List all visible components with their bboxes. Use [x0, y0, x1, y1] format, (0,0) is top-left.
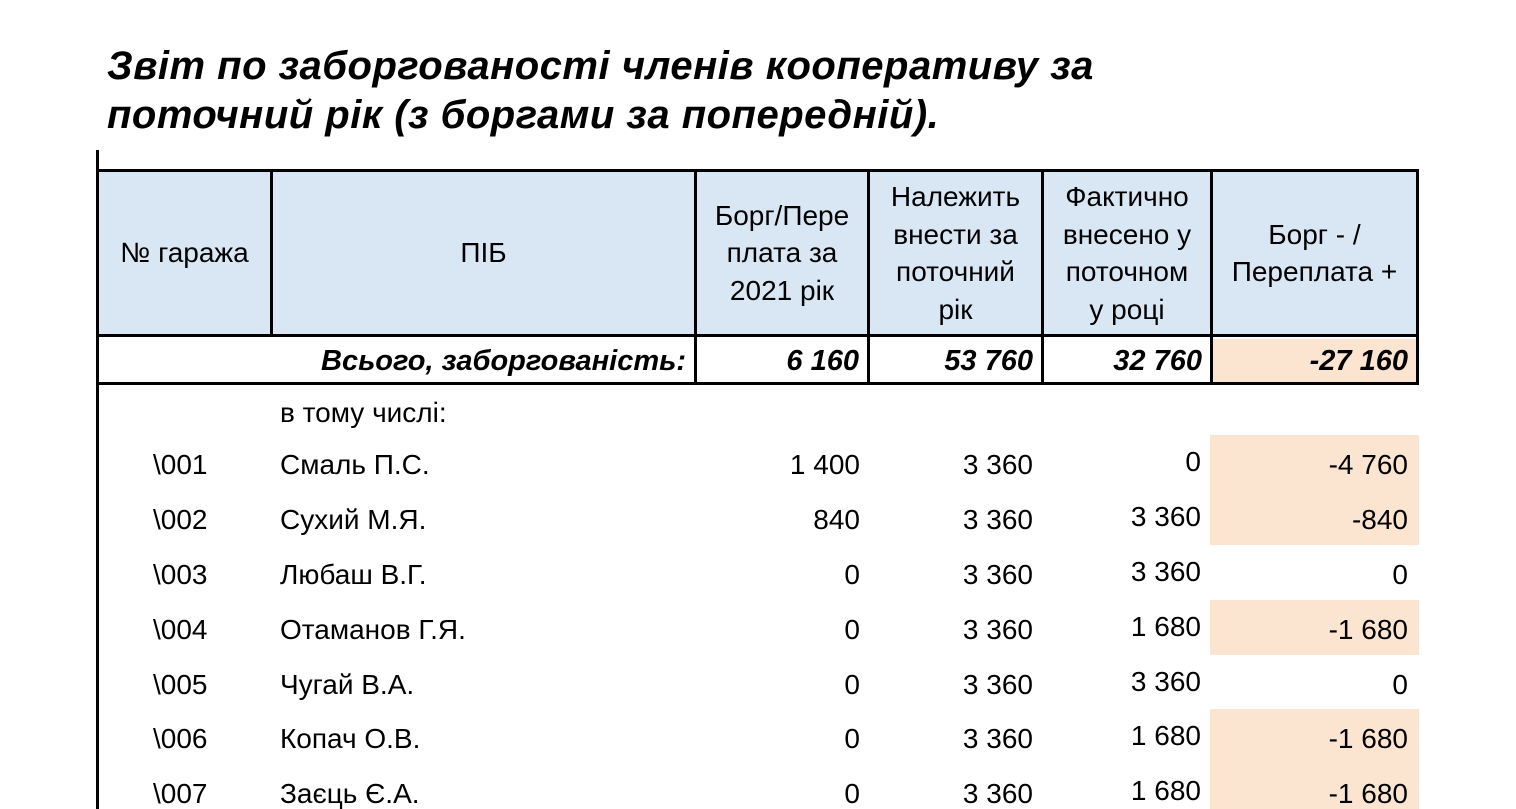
header-prev-year: Борг/Пере плата за 2021 рік	[697, 170, 867, 336]
header-prev-line: 2021 рік	[729, 274, 835, 306]
prev-year-value: 0	[844, 614, 860, 645]
balance-value: -1 680	[1328, 723, 1408, 754]
balance-value: -4 760	[1328, 449, 1408, 480]
balance-value: 0	[1392, 669, 1408, 700]
totals-balance-value: -27 160	[1309, 344, 1408, 377]
grid-line	[1041, 169, 1044, 385]
paid-value: 1 680	[1130, 775, 1201, 806]
grid-line	[96, 334, 1419, 337]
prev-year-value: 0	[844, 559, 860, 590]
totals-label: Всього, заборгованість:	[99, 339, 694, 383]
report-title: Звіт по заборгованості членів кооператив…	[107, 42, 1307, 140]
due-value: 3 360	[962, 669, 1033, 700]
header-garage: № гаража	[99, 170, 270, 336]
paid-value: 3 360	[1130, 556, 1201, 587]
member-name: Любаш В.Г.	[280, 559, 427, 590]
table-row: \007 Заєць Є.А. 0 3 360 1 680 -1 680	[0, 764, 1516, 809]
grid-line	[867, 169, 870, 385]
table-row: \005 Чугай В.А. 0 3 360 3 360 0	[0, 655, 1516, 710]
member-name: Чугай В.А.	[280, 669, 415, 700]
member-name: Смаль П.С.	[280, 449, 430, 480]
totals-label-text: Всього, заборгованість:	[321, 344, 686, 377]
prev-year-value: 1 400	[789, 449, 860, 480]
paid-value: 3 360	[1130, 501, 1201, 532]
prev-year-value: 840	[813, 504, 860, 535]
header-paid: Фактично внесено у поточном у році	[1044, 170, 1210, 336]
due-value: 3 360	[962, 559, 1033, 590]
garage-number: \006	[153, 723, 208, 754]
table-row: \004 Отаманов Г.Я. 0 3 360 1 680 -1 680	[0, 600, 1516, 655]
report-title-line2: поточний рік (з боргами за попередній).	[107, 93, 940, 137]
paid-value: 1 680	[1130, 720, 1201, 751]
table-row: \001 Смаль П.С. 1 400 3 360 0 -4 760	[0, 435, 1516, 490]
totals-due-value: 53 760	[944, 344, 1033, 377]
debt-highlight	[1210, 600, 1419, 655]
header-paid-line: у році	[1089, 293, 1165, 325]
garage-number: \004	[153, 614, 208, 645]
garage-number: \001	[153, 449, 208, 480]
table-row: \002 Сухий М.Я. 840 3 360 3 360 -840	[0, 490, 1516, 545]
header-paid-line: внесено у	[1062, 218, 1192, 250]
balance-value: -840	[1351, 504, 1408, 535]
totals-prev-value: 6 160	[786, 344, 859, 377]
garage-number: \003	[153, 559, 208, 590]
prev-year-value: 0	[844, 669, 860, 700]
balance-value: -1 680	[1328, 614, 1408, 645]
subtotal-note: в тому числі:	[280, 397, 447, 428]
garage-number: \005	[153, 669, 208, 700]
due-value: 3 360	[962, 723, 1033, 754]
debt-highlight	[1210, 764, 1419, 809]
header-prev-line: Борг/Пере	[714, 199, 850, 231]
member-name: Копач О.В.	[280, 723, 421, 754]
due-value: 3 360	[962, 504, 1033, 535]
grid-line	[270, 169, 273, 337]
garage-number: \002	[153, 504, 208, 535]
header-prev-line: плата за	[726, 237, 838, 269]
header-due-line: рік	[938, 293, 973, 325]
header-balance-line: Переплата +	[1231, 256, 1398, 287]
totals-paid-value: 32 760	[1113, 344, 1202, 377]
balance-value: -1 680	[1328, 778, 1408, 809]
prev-year-value: 0	[844, 723, 860, 754]
grid-line	[1416, 169, 1419, 385]
totals-paid: 32 760	[1044, 339, 1210, 383]
debt-highlight	[1210, 490, 1419, 545]
header-name-label: ПІБ	[460, 237, 507, 269]
table-left-border	[96, 150, 99, 809]
member-name: Сухий М.Я.	[280, 504, 427, 535]
header-due-line: поточний	[896, 256, 1015, 287]
paid-value: 3 360	[1130, 666, 1201, 697]
header-due: Належить внести за поточний рік	[870, 170, 1041, 336]
header-balance-line: Борг - /	[1268, 218, 1361, 250]
balance-value: 0	[1392, 559, 1408, 590]
due-value: 3 360	[962, 614, 1033, 645]
header-balance: Борг - / Переплата +	[1213, 170, 1416, 336]
due-value: 3 360	[962, 778, 1033, 809]
due-value: 3 360	[962, 449, 1033, 480]
grid-line	[694, 169, 697, 385]
table-row: \003 Любаш В.Г. 0 3 360 3 360 0	[0, 545, 1516, 600]
totals-balance: -27 160	[1213, 339, 1416, 383]
totals-due: 53 760	[870, 339, 1041, 383]
header-paid-line: Фактично	[1065, 181, 1189, 212]
debt-highlight	[1210, 435, 1419, 490]
paid-value: 0	[1185, 446, 1201, 477]
header-due-line: Належить	[890, 181, 1021, 212]
member-name: Отаманов Г.Я.	[280, 614, 466, 645]
grid-line	[96, 169, 1419, 172]
table-row: \006 Копач О.В. 0 3 360 1 680 -1 680	[0, 709, 1516, 764]
report-title-line1: Звіт по заборгованості членів кооператив…	[107, 44, 1094, 88]
member-name: Заєць Є.А.	[280, 778, 420, 809]
garage-number: \007	[153, 778, 208, 809]
debt-highlight	[1210, 709, 1419, 764]
header-due-line: внести за	[893, 218, 1018, 250]
header-name: ПІБ	[273, 170, 694, 336]
grid-line	[96, 382, 1419, 385]
prev-year-value: 0	[844, 778, 860, 809]
totals-prev: 6 160	[697, 339, 867, 383]
paid-value: 1 680	[1130, 611, 1201, 642]
grid-line	[1210, 169, 1213, 385]
header-garage-label: № гаража	[120, 237, 249, 269]
header-paid-line: поточном	[1065, 256, 1189, 287]
